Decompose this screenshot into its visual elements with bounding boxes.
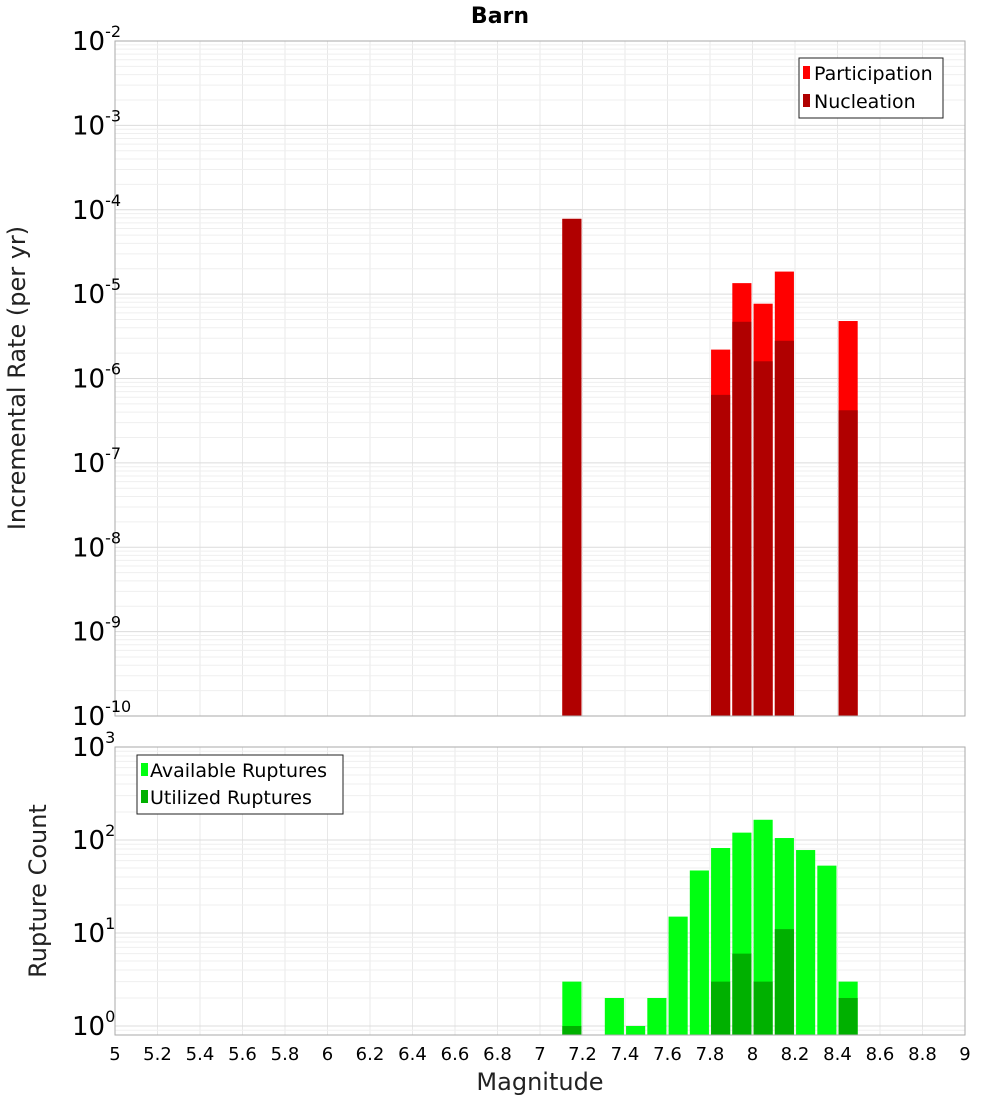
rate-grid: [114, 40, 966, 717]
available-ruptures-bar: [668, 916, 688, 1035]
rate-bars: [562, 218, 858, 716]
x-tick-label: 5.6: [228, 1044, 257, 1065]
x-tick-label: 8.8: [908, 1044, 937, 1065]
rate-y-tick-label: 10-9: [72, 613, 121, 648]
available-legend-label: Available Ruptures: [150, 760, 327, 782]
x-tick-label: 6.4: [398, 1044, 427, 1065]
count-y-tick-label: 100: [72, 1007, 115, 1042]
utilized-legend-swatch: [141, 790, 148, 803]
rate-y-tick-label: 10-4: [72, 191, 121, 226]
x-tick-label: 6.6: [441, 1044, 470, 1065]
participation-legend-swatch: [803, 66, 810, 79]
x-tick-label: 8.6: [866, 1044, 895, 1065]
rate-plot-frame: [114, 40, 966, 717]
x-tick-label: 9: [959, 1044, 970, 1065]
x-ticks: 5 5.2 5.4 5.6 5.8 6 6.2 6.4 6.6 6.8 7 7.2 7.4 7.6 7.8 8…: [109, 1044, 970, 1065]
count-legend: Available Ruptures Utilized Ruptures: [136, 754, 344, 815]
rate-y-tick-label: 10-3: [72, 106, 121, 141]
nucleation-bar: [774, 340, 794, 716]
nucleation-legend-swatch: [803, 94, 810, 107]
utilized-ruptures-bar: [838, 997, 858, 1035]
nucleation-bar: [838, 410, 858, 716]
available-ruptures-bar: [753, 819, 773, 1035]
count-legend-box: [136, 754, 344, 815]
available-legend-swatch: [141, 763, 148, 776]
chart-title: Barn: [471, 4, 529, 29]
available-ruptures-bar: [689, 870, 709, 1035]
nucleation-bar: [562, 218, 582, 716]
x-tick-label: 8.4: [823, 1044, 852, 1065]
x-tick-label: 6: [322, 1044, 333, 1065]
rate-y-tick-label: 10-10: [72, 697, 131, 732]
nucleation-bar: [732, 321, 752, 716]
rate-y-axis-label: Incremental Rate (per yr): [3, 226, 31, 530]
utilized-ruptures-bar: [732, 953, 752, 1035]
count-y-tick-label: 102: [72, 821, 115, 856]
count-panel: 100 101 102 103 Rupture Count Available Rup…: [24, 728, 966, 1042]
utilized-ruptures-bar: [711, 981, 731, 1035]
rate-y-tick-label: 10-7: [72, 444, 121, 479]
count-bars: [562, 819, 858, 1035]
participation-legend-label: Participation: [814, 63, 933, 85]
count-plot-frame: [114, 746, 966, 1036]
x-tick-label: 8.2: [781, 1044, 810, 1065]
nucleation-bar: [711, 394, 731, 716]
count-y-axis-label: Rupture Count: [24, 804, 52, 978]
count-y-tick-label: 101: [72, 914, 115, 949]
x-tick-label: 7.6: [653, 1044, 682, 1065]
nucleation-legend-label: Nucleation: [814, 91, 916, 113]
x-tick-label: 7: [534, 1044, 545, 1065]
utilized-ruptures-bar: [562, 1025, 582, 1035]
available-ruptures-bar: [562, 981, 582, 1035]
available-ruptures-bar: [647, 997, 667, 1035]
x-tick-label: 6.2: [356, 1044, 385, 1065]
x-tick-label: 5.2: [143, 1044, 172, 1065]
rate-y-tick-label: 10-5: [72, 275, 121, 310]
count-y-ticks: 100 101 102 103: [72, 728, 115, 1042]
rate-y-tick-label: 10-8: [72, 528, 121, 563]
x-tick-label: 7.4: [611, 1044, 640, 1065]
x-tick-label: 5: [109, 1044, 120, 1065]
rate-y-tick-label: 10-6: [72, 360, 121, 395]
x-tick-label: 8: [747, 1044, 758, 1065]
utilized-legend-label: Utilized Ruptures: [150, 787, 312, 809]
rate-legend: Participation Nucleation: [798, 57, 944, 119]
available-ruptures-bar: [604, 997, 624, 1035]
rate-y-tick-label: 10-2: [72, 22, 121, 57]
available-ruptures-bar: [626, 1025, 646, 1035]
utilized-ruptures-bar: [774, 929, 794, 1035]
x-tick-label: 5.4: [186, 1044, 215, 1065]
available-ruptures-bar: [796, 850, 816, 1035]
x-tick-label: 7.2: [568, 1044, 597, 1065]
nucleation-bar: [753, 361, 773, 716]
x-tick-label: 6.8: [483, 1044, 512, 1065]
utilized-ruptures-bar: [753, 981, 773, 1035]
rate-y-ticks: 10-10 10-9 10-8 10-7 10-6 10-5 10-4 10-3 10-2: [72, 22, 131, 732]
rate-legend-box: [798, 57, 944, 119]
x-axis-label: Magnitude: [476, 1068, 603, 1096]
rate-panel: 10-10 10-9 10-8 10-7 10-6 10-5 10-4 10-3 10-2 In…: [3, 22, 966, 732]
count-y-tick-label: 103: [72, 728, 115, 763]
x-tick-label: 7.8: [696, 1044, 725, 1065]
x-tick-label: 5.8: [271, 1044, 300, 1065]
available-ruptures-bar: [817, 865, 837, 1035]
